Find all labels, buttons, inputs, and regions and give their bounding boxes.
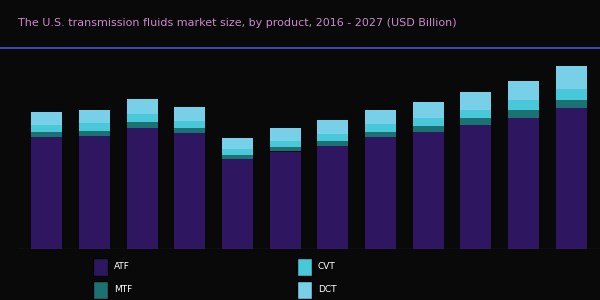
- Bar: [222, 149, 253, 155]
- Bar: [556, 108, 587, 249]
- Bar: [31, 132, 62, 137]
- Bar: [365, 124, 396, 132]
- Bar: [127, 99, 158, 114]
- Bar: [269, 128, 301, 141]
- Bar: [31, 125, 62, 132]
- Bar: [556, 66, 587, 89]
- Bar: [79, 136, 110, 249]
- Bar: [222, 155, 253, 159]
- Bar: [269, 147, 301, 152]
- Bar: [508, 110, 539, 118]
- Bar: [508, 81, 539, 100]
- Bar: [174, 107, 205, 121]
- Bar: [508, 118, 539, 249]
- Bar: [460, 118, 491, 125]
- Bar: [269, 152, 301, 249]
- Text: The U.S. transmission fluids market size, by product, 2016 - 2027 (USD Billion): The U.S. transmission fluids market size…: [18, 18, 457, 28]
- Bar: [556, 89, 587, 100]
- Bar: [413, 132, 444, 249]
- Bar: [31, 137, 62, 249]
- Text: CVT: CVT: [318, 262, 336, 271]
- Bar: [222, 138, 253, 149]
- Bar: [317, 120, 349, 134]
- Bar: [31, 112, 62, 125]
- Bar: [317, 146, 349, 249]
- Polygon shape: [0, 0, 30, 33]
- Bar: [79, 130, 110, 136]
- Bar: [365, 132, 396, 137]
- Bar: [413, 102, 444, 118]
- Bar: [174, 134, 205, 249]
- Bar: [365, 137, 396, 249]
- Text: DCT: DCT: [318, 285, 337, 294]
- Bar: [508, 100, 539, 110]
- Bar: [413, 126, 444, 132]
- Bar: [460, 92, 491, 110]
- Bar: [317, 141, 349, 146]
- Bar: [222, 159, 253, 249]
- Bar: [317, 134, 349, 141]
- Bar: [460, 110, 491, 118]
- Bar: [460, 125, 491, 249]
- Bar: [174, 121, 205, 128]
- Bar: [174, 128, 205, 134]
- Bar: [127, 128, 158, 249]
- Bar: [79, 110, 110, 123]
- FancyBboxPatch shape: [93, 258, 108, 276]
- Bar: [269, 141, 301, 147]
- Bar: [127, 114, 158, 122]
- Bar: [556, 100, 587, 108]
- FancyBboxPatch shape: [297, 258, 312, 276]
- Text: MTF: MTF: [114, 285, 132, 294]
- Bar: [127, 122, 158, 128]
- Bar: [365, 110, 396, 124]
- Bar: [413, 118, 444, 126]
- FancyBboxPatch shape: [297, 280, 312, 299]
- FancyBboxPatch shape: [93, 280, 108, 299]
- Bar: [79, 123, 110, 130]
- Text: ATF: ATF: [114, 262, 130, 271]
